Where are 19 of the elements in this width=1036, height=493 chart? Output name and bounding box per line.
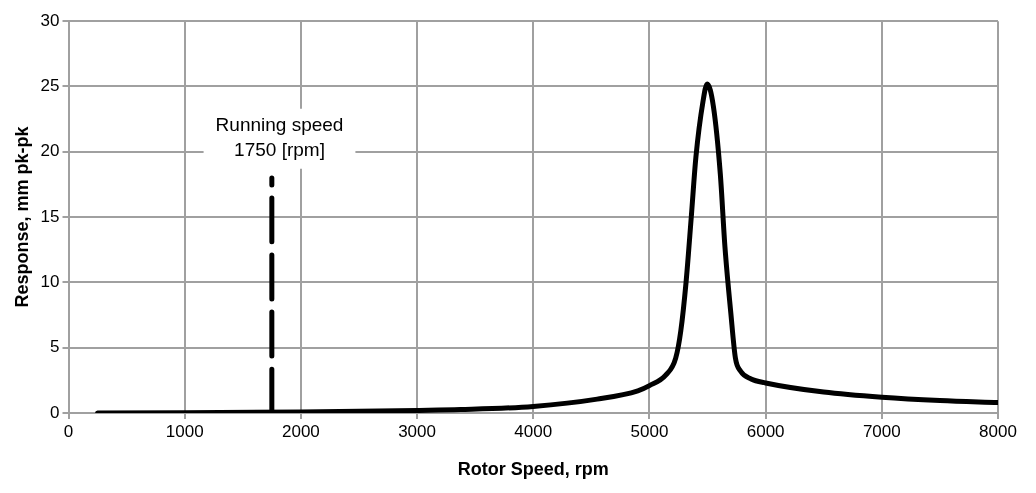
y-tick-label: 20 [40,141,60,161]
y-tick-label: 0 [50,402,60,422]
y-tick-label: 10 [40,272,60,292]
x-tick-label: 5000 [630,421,669,441]
y-tick-label: 15 [40,206,60,226]
y-tick-label: 5 [50,337,60,357]
x-tick-label: 1000 [165,421,204,441]
x-axis-title: Rotor Speed, rpm [457,459,609,480]
x-tick-label: 4000 [514,421,553,441]
annotation: Running speed 1750 [rpm] [215,114,344,161]
x-tick-label: 0 [63,421,74,441]
y-tick-label: 30 [40,10,60,30]
x-tick-label: 8000 [979,421,1017,441]
x-tick-label: 7000 [862,421,901,441]
y-tick-label: 25 [40,76,60,96]
x-tick-label: 2000 [281,421,320,441]
y-axis-title: Response, mm pk-pk [11,125,32,308]
x-tick-label: 6000 [746,421,785,441]
x-tick-label: 3000 [398,421,436,441]
